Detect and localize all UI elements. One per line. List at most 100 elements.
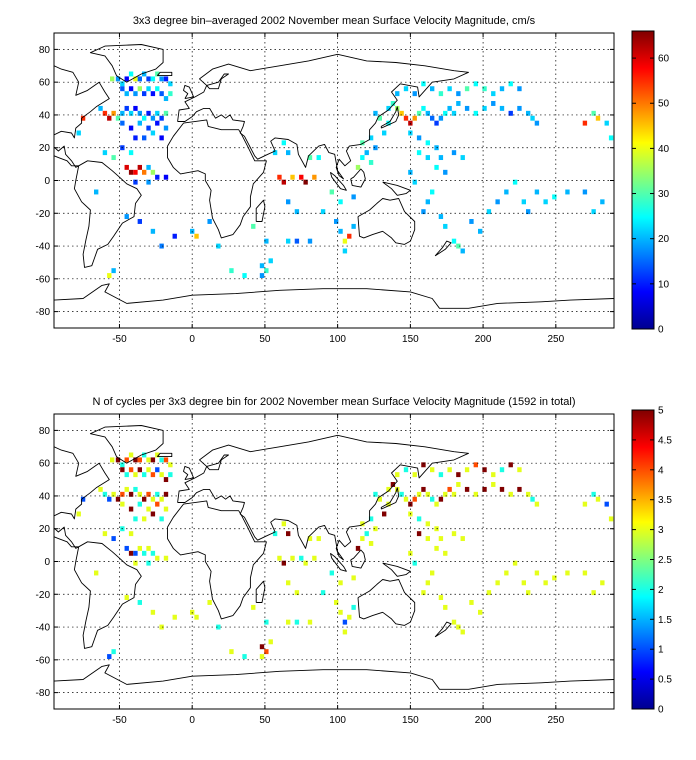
bin-cell — [142, 115, 147, 121]
bin-cell — [163, 457, 169, 463]
coastline-path — [89, 44, 164, 83]
bin-cell — [552, 575, 557, 581]
bin-cell — [416, 531, 422, 537]
bin-cell — [412, 115, 417, 121]
bin-cell — [229, 268, 234, 274]
bin-cell — [155, 120, 160, 126]
bin-cell — [128, 86, 134, 92]
bin-cell — [111, 155, 116, 161]
bin-cell — [80, 115, 86, 121]
coastline — [54, 44, 614, 309]
bin-cell — [150, 457, 156, 463]
bin-cell — [133, 486, 138, 492]
bin-cell — [111, 110, 116, 116]
bin-cell — [286, 238, 291, 244]
bin-cell — [307, 238, 313, 244]
bin-cell — [146, 506, 151, 512]
bin-cell — [320, 590, 326, 596]
coastline-path — [255, 580, 266, 603]
bin-cell — [438, 536, 444, 542]
bin-cell — [416, 110, 422, 116]
bin-cell — [120, 501, 125, 507]
bin-cell — [216, 243, 221, 249]
bin-cell — [373, 110, 378, 116]
bin-cell — [150, 169, 156, 175]
bin-cell — [517, 86, 522, 92]
bin-cell — [491, 101, 496, 106]
bin-cell — [499, 105, 505, 111]
bin-cell — [447, 105, 452, 111]
bin-cell — [329, 189, 334, 195]
bin-cell — [259, 654, 265, 660]
bin-cell — [403, 86, 409, 92]
bin-cell — [320, 209, 326, 215]
bin-cell — [386, 501, 391, 507]
bin-cell — [412, 472, 417, 478]
bin-cell — [137, 86, 142, 92]
bin-cell — [124, 76, 129, 82]
grid — [54, 33, 614, 328]
bin-cell — [377, 115, 382, 121]
bin-cell — [434, 501, 439, 507]
bin-cell — [120, 86, 125, 92]
bin-cell — [142, 135, 147, 141]
bin-cell — [102, 110, 108, 116]
bin-cell — [382, 511, 387, 517]
bin-cell — [534, 120, 540, 126]
bin-cell — [543, 580, 548, 586]
bin-cell — [172, 233, 177, 239]
x-tick-label: -50 — [112, 715, 127, 726]
bin-cell — [591, 590, 596, 596]
bin-cell — [347, 614, 352, 620]
bin-cell — [111, 491, 116, 497]
bin-cell — [591, 110, 596, 116]
x-tick-label: 100 — [329, 715, 346, 726]
bin-cell — [303, 560, 308, 566]
x-tick-label: 250 — [547, 715, 564, 726]
y-tick-label: 60 — [39, 459, 51, 470]
bin-cell — [286, 531, 291, 537]
bin-cell — [128, 169, 134, 175]
bin-cell — [115, 76, 121, 82]
bin-cell — [368, 135, 374, 141]
bin-cell — [133, 560, 138, 566]
colorbar-tick-label: 20 — [658, 234, 670, 245]
bin-cell — [111, 649, 116, 655]
bin-cell — [360, 536, 365, 542]
colorbar-tick-label: 0 — [658, 325, 664, 336]
coastline-path — [183, 84, 195, 100]
bin-cell — [600, 199, 605, 205]
bin-cell — [146, 457, 151, 463]
bin-cell — [403, 115, 409, 121]
colorbar-velocity: 0 10 20 30 40 50 60 — [631, 30, 670, 336]
x-tick-label: 50 — [259, 715, 271, 726]
bin-cell — [128, 110, 134, 116]
bin-cell — [242, 273, 247, 279]
bin-cell — [137, 120, 142, 126]
bin-cell — [294, 590, 300, 596]
bin-cell — [150, 472, 156, 478]
bin-cell — [456, 472, 461, 478]
bin-cell — [286, 619, 291, 625]
bin-cell — [142, 496, 147, 502]
bin-cell — [456, 482, 461, 487]
bin-cell — [111, 268, 116, 274]
bin-cell — [565, 189, 570, 195]
axis-ticks: -50 0 50 100 150 200 250 -80 -60 -40 -20 0 20 40 60 80 — [36, 414, 614, 726]
bin-cell — [142, 452, 147, 458]
bin-cell — [530, 115, 535, 121]
bin-cell — [473, 110, 478, 116]
bin-cell — [338, 580, 343, 586]
bin-cell — [155, 174, 160, 180]
bin-cell — [107, 496, 112, 502]
bin-cell — [338, 609, 343, 615]
coastline-path — [89, 425, 164, 464]
bin-cell — [421, 462, 426, 468]
bin-cell — [425, 110, 430, 116]
panel-cycles: N of cycles per 3x3 degree bin for 2002 … — [36, 396, 673, 726]
y-tick-label: 80 — [39, 426, 51, 437]
colorbar-tick-label: 3.5 — [658, 495, 672, 506]
y-tick-label: -40 — [36, 242, 51, 253]
y-tick-label: 0 — [44, 176, 50, 187]
coastline-path — [156, 71, 173, 77]
